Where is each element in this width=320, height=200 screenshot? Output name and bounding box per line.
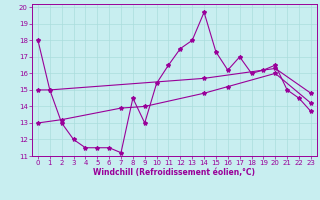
X-axis label: Windchill (Refroidissement éolien,°C): Windchill (Refroidissement éolien,°C) — [93, 168, 255, 177]
